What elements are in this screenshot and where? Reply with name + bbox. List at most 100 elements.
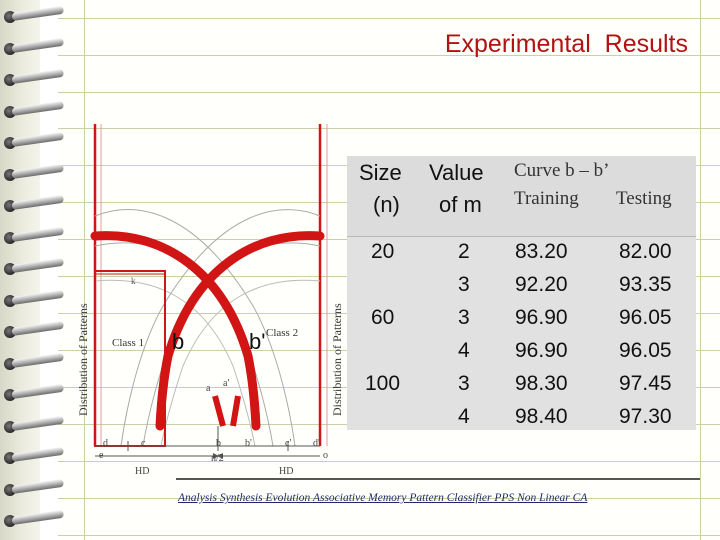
header-value-unit: of m [439,192,482,217]
y-axis-label-left: Distribution of Patterns [76,303,90,416]
hd-label-right: HD [279,466,293,477]
header-testing: Testing [616,188,672,209]
notebook-rule-line [58,128,720,129]
binder-ring [4,68,65,86]
point-label-a: a [206,383,211,394]
point-label-k: k [131,276,136,286]
point-label-e: e [99,450,104,461]
binder-ring [4,163,65,181]
table-cell-testing: 97.45 [619,372,672,395]
header-size: Size [359,160,402,185]
table-cell-training: 98.40 [515,405,568,428]
class1-rectangle [94,270,166,447]
notebook-margin-line [700,0,701,540]
table-cell-testing: 97.30 [619,405,672,428]
results-table: Size (n) Value of m Curve b – b’ Trainin… [347,156,696,430]
footer-nav: Analysis Synthesis Evolution Associative… [178,492,698,504]
curve-label-b: b [172,329,184,354]
footer-link-pps[interactable]: PPS [494,492,515,504]
table-cell-m: 4 [458,339,470,362]
footer-link-evolution[interactable]: Evolution [265,492,311,504]
binder-ring [4,194,65,212]
binder-ring [4,226,65,244]
table-cell-m: 4 [458,405,470,428]
binder-ring [4,352,65,370]
header-curve: Curve b – b’ [514,160,610,181]
table-header [347,156,696,237]
class1-arc-inner [94,279,256,447]
header-size-unit: (n) [373,192,400,217]
binder-ring [4,37,65,55]
binder-ring [4,100,65,118]
footer-link-synthesis[interactable]: Synthesis [219,492,263,504]
curve-b [90,231,261,431]
table-cell-training: 92.20 [515,273,568,296]
y-axis-label-right: Distribution of Patterns [330,303,343,416]
class2-label: Class 2 [266,327,298,339]
binder-ring [4,446,65,464]
notebook-rule-line [58,498,720,499]
table-cell-m: 3 [458,306,470,329]
table-cell-m: 3 [458,372,470,395]
right-hd-arrow-head [217,453,223,459]
footer-link-pattern-classifier[interactable]: Pattern Classifier [409,492,492,504]
size-cell-100: 100 [365,372,401,395]
class1-label: Class 1 [112,337,144,349]
binder-ring [4,320,65,338]
curve-stem-right [230,395,241,427]
curve-b-prime [155,231,325,431]
notebook-rule-line [58,55,720,56]
size-cell-20: 20 [371,240,395,263]
binder-ring [4,289,65,307]
notebook-rule-line [58,18,720,19]
point-label-c-prime: c' [285,438,291,449]
distribution-diagram: Distribution of Patterns Distribution of… [76,124,344,477]
table-cell-training: 96.90 [515,339,568,362]
slide-title: Experimental Results [444,30,688,58]
table-cell-testing: 96.05 [619,306,672,329]
point-label-n-half: n/2 [211,453,224,464]
header-training: Training [514,188,579,209]
point-label-o: o [323,450,328,461]
footer-link-analysis[interactable]: Analysis [178,492,217,504]
table-cell-training: 96.90 [515,306,568,329]
binder-ring [4,383,65,401]
curve-stem-left [212,395,226,427]
binder-ring [4,509,65,527]
curve-label-b-prime: b' [249,329,265,354]
table-cell-testing: 93.35 [619,273,672,296]
class2-arc-inner [160,279,321,447]
table-cell-testing: 82.00 [619,240,672,263]
footer-link-associative-memory[interactable]: Associative Memory [312,492,407,504]
size-cell-60: 60 [371,306,395,329]
point-label-b-prime: b' [245,438,252,449]
table-cell-training: 83.20 [515,240,568,263]
notebook-rule-line [58,461,720,462]
notebook-rule-line [58,92,720,93]
distribution-figure: Distribution of Patterns Distribution of… [73,96,344,486]
table-cell-testing: 96.05 [619,339,672,362]
point-label-c: c [141,438,146,449]
footer-link-non-linear-ca[interactable]: Non Linear CA [517,492,588,504]
table-cell-training: 98.30 [515,372,568,395]
binder-ring [4,131,65,149]
binder-ring [4,5,65,23]
point-label-b: b [216,438,221,449]
class1-arc-outer [94,209,296,447]
header-value: Value [429,160,484,185]
left-hd-arrow-head [213,453,219,459]
notebook-rule-line [58,535,720,536]
point-label-d-prime: d' [313,438,320,449]
point-label-d: d [103,438,108,449]
table-cell-m: 3 [458,273,470,296]
table-cell-m: 2 [458,240,470,263]
hd-label-left: HD [135,466,149,477]
binder-ring [4,478,65,496]
binder-ring [4,257,65,275]
class2-arc-outer [120,209,321,447]
point-label-a-prime: a' [223,378,229,389]
binder-ring [4,415,65,433]
footer-divider [176,478,700,480]
notebook-margin-line [84,0,85,540]
